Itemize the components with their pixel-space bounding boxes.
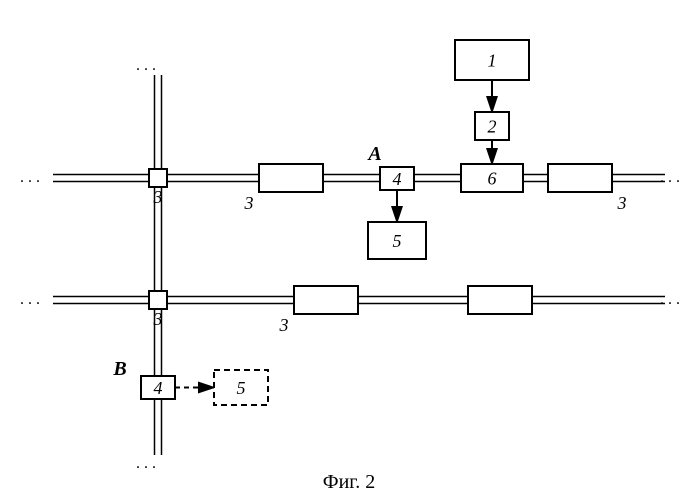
- ellipsis: . . .: [20, 291, 40, 308]
- block-3-top-l-label: 3: [244, 193, 254, 213]
- junction-3-tl-label: 3: [153, 187, 163, 207]
- figure-caption: Фиг. 2: [323, 471, 375, 493]
- ellipsis: . . .: [136, 455, 156, 472]
- junction-3-ml-label: 3: [153, 309, 163, 329]
- block-3-top-r-label: 3: [617, 193, 627, 213]
- marker-B: B: [112, 358, 126, 380]
- block-3-mid-r: [468, 286, 532, 314]
- marker-A: A: [366, 143, 381, 165]
- block-2-label: 2: [488, 116, 497, 136]
- block-5-B-label: 5: [237, 378, 246, 398]
- diagram-canvas: 1 2 3 3 4 6 3 5 3 3 4 5 . . . . . . . . . . . . . . . . .…: [0, 0, 698, 500]
- ellipsis: . . .: [660, 291, 680, 308]
- junction-3-tl: [149, 169, 167, 187]
- junction-3-ml: [149, 291, 167, 309]
- block-4-A-label: 4: [393, 169, 402, 189]
- ellipsis: . . .: [20, 169, 40, 186]
- block-3-mid-l-label: 3: [279, 315, 289, 335]
- block-3-mid-l: [294, 286, 358, 314]
- block-6-label: 6: [488, 168, 497, 188]
- ellipsis: . . .: [136, 57, 156, 74]
- block-4-B-label: 4: [154, 378, 163, 398]
- block-1-label: 1: [488, 50, 497, 70]
- block-3-top-l: [259, 164, 323, 192]
- block-5-A-label: 5: [393, 231, 402, 251]
- ellipsis: . . .: [660, 169, 680, 186]
- block-3-top-r: [548, 164, 612, 192]
